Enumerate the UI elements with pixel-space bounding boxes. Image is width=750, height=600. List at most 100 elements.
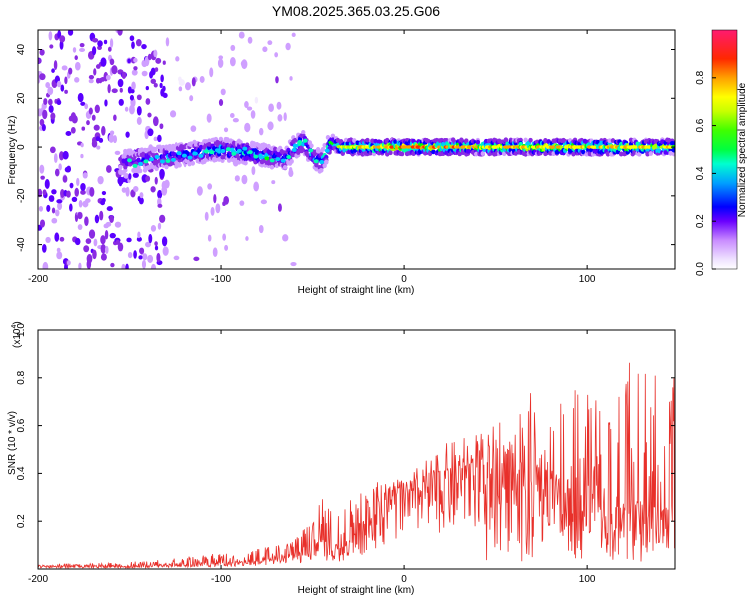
noise-mark xyxy=(51,68,55,73)
noise-mark xyxy=(101,190,107,196)
noise-mark xyxy=(125,131,130,138)
spectrogram-x-axis: -200 -100 0 100 xyxy=(28,30,596,285)
noise-mark xyxy=(234,175,240,182)
ridge-mark xyxy=(480,151,486,156)
noise-mark xyxy=(103,39,108,45)
snr-x-tick-label: 0 xyxy=(401,574,407,585)
noise-mark xyxy=(244,122,251,133)
ridge-highlight-mark xyxy=(214,148,220,153)
ridge-mark xyxy=(607,138,612,144)
colorbar-tick-label: 0.6 xyxy=(695,118,706,132)
noise-mark xyxy=(81,126,86,131)
ridge-mark xyxy=(671,147,675,153)
noise-mark xyxy=(131,41,135,50)
noise-mark xyxy=(55,209,60,217)
noise-mark xyxy=(56,99,62,106)
noise-mark xyxy=(106,206,113,212)
ridge-mark xyxy=(637,151,642,157)
noise-mark xyxy=(241,174,248,185)
noise-mark xyxy=(150,78,157,84)
noise-mark xyxy=(51,207,56,214)
ridge-mark xyxy=(399,151,405,157)
noise-mark xyxy=(258,224,264,234)
noise-mark xyxy=(131,81,136,91)
ridge-highlight-mark xyxy=(143,159,149,164)
ridge-highlight-mark xyxy=(231,151,237,156)
noise-mark xyxy=(285,42,291,51)
noise-mark xyxy=(217,58,224,68)
snr-multiplier-base: (x10 xyxy=(12,328,23,348)
snr-frame xyxy=(37,329,676,570)
noise-mark xyxy=(238,31,245,39)
noise-mark xyxy=(154,241,158,246)
noise-mark xyxy=(74,187,80,197)
noise-mark xyxy=(93,238,98,247)
ridge-mark xyxy=(668,150,673,156)
noise-mark xyxy=(162,246,169,256)
ridge-mark xyxy=(322,163,327,169)
ridge-highlight-mark xyxy=(198,153,204,158)
ridge-highlight-mark xyxy=(220,148,226,153)
noise-mark xyxy=(109,232,116,239)
ridge-highlight-mark xyxy=(308,148,314,153)
ridge-mark xyxy=(523,137,528,143)
noise-mark xyxy=(276,101,282,110)
noise-mark xyxy=(48,105,54,113)
noise-mark xyxy=(70,112,77,122)
noise-mark xyxy=(71,196,78,203)
noise-mark xyxy=(220,88,226,96)
noise-mark xyxy=(108,133,115,143)
noise-mark xyxy=(164,179,170,189)
noise-mark xyxy=(92,37,99,43)
noise-mark xyxy=(109,215,114,223)
spectrogram-y-tick-label: 20 xyxy=(16,92,27,104)
noise-mark xyxy=(267,40,273,46)
noise-mark xyxy=(213,193,217,204)
noise-mark xyxy=(118,180,123,187)
noise-mark xyxy=(157,189,163,199)
ridge-mark xyxy=(599,140,604,146)
noise-mark xyxy=(109,38,114,48)
ridge-mark xyxy=(571,151,576,157)
ridge-highlight-mark xyxy=(138,161,144,166)
ridge-mark xyxy=(274,163,280,169)
noise-mark xyxy=(184,82,192,91)
noise-mark xyxy=(191,77,196,87)
ridge-highlight-mark xyxy=(269,158,275,163)
noise-mark xyxy=(145,98,151,105)
noise-mark xyxy=(117,30,123,36)
noise-mark xyxy=(254,96,259,104)
noise-mark xyxy=(129,94,135,101)
noise-mark xyxy=(105,74,111,81)
noise-mark xyxy=(173,255,180,261)
noise-mark xyxy=(232,118,239,123)
noise-mark xyxy=(147,254,154,263)
noise-mark xyxy=(39,73,46,81)
ridge-mark xyxy=(236,159,242,165)
noise-mark xyxy=(100,200,106,206)
noise-mark xyxy=(178,86,183,92)
colorbar-tick-label: 0.0 xyxy=(695,262,706,276)
noise-mark xyxy=(74,55,78,61)
noise-mark xyxy=(72,47,77,53)
noise-mark xyxy=(58,163,62,171)
ridge-mark xyxy=(218,136,224,142)
noise-mark xyxy=(218,55,224,60)
ridge-highlight-mark xyxy=(253,154,259,159)
ridge-highlight-mark xyxy=(319,160,325,165)
ridge-mark xyxy=(352,138,357,143)
noise-mark xyxy=(160,74,164,83)
ridge-mark xyxy=(159,148,164,154)
noise-mark xyxy=(142,253,148,261)
noise-mark xyxy=(69,203,73,212)
noise-mark xyxy=(53,60,58,70)
ridge-mark xyxy=(324,159,329,165)
ridge-mark xyxy=(185,151,191,157)
ridge-mark xyxy=(475,139,481,145)
ridge-mark xyxy=(605,151,611,157)
noise-mark xyxy=(46,204,51,212)
noise-mark xyxy=(121,187,127,193)
spectrogram-marks xyxy=(38,30,675,269)
snr-y-axis: 0.2 0.4 0.6 0.8 1.0 xyxy=(16,323,675,528)
noise-mark xyxy=(247,36,253,44)
